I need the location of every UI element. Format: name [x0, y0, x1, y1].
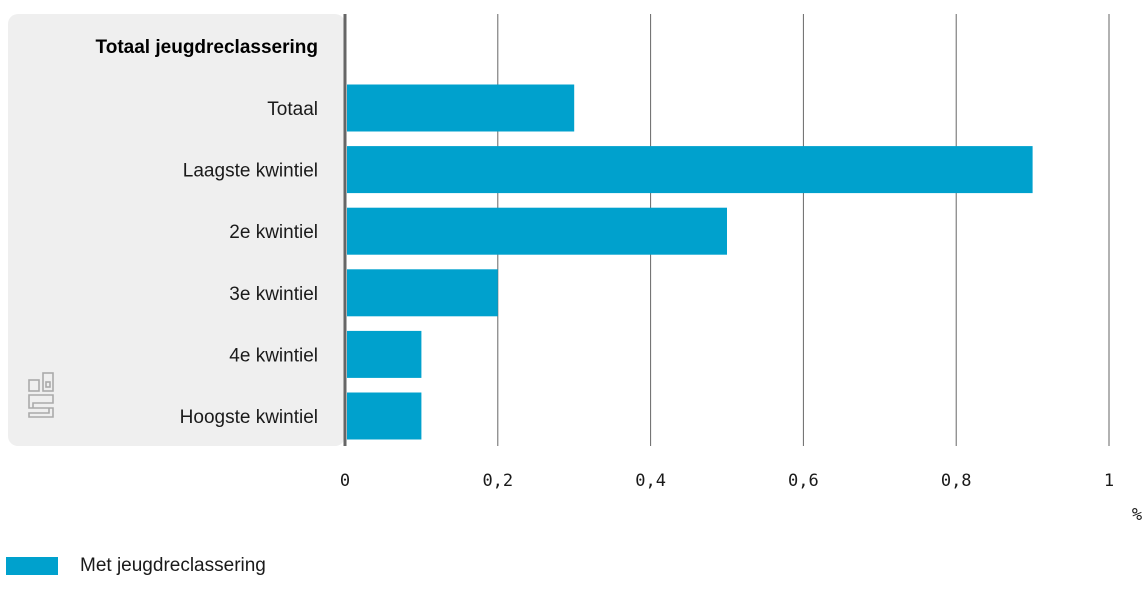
category-label: Hoogste kwintiel [180, 407, 318, 428]
group-header: Totaal jeugdreclassering [96, 37, 318, 58]
x-unit-label: % [1132, 505, 1142, 525]
bar [347, 84, 575, 132]
bar [347, 146, 1033, 194]
bars [347, 84, 1033, 440]
legend-swatch [6, 557, 58, 575]
x-tick-label: 0,2 [482, 471, 513, 491]
bar [347, 330, 422, 378]
category-label: Laagste kwintiel [183, 161, 318, 182]
category-label: 4e kwintiel [229, 345, 318, 366]
x-tick-labels: 0 0,2 0,4 0,6 0,8 1 [340, 471, 1114, 491]
bar-chart: Totaal Laagste kwintiel 2e kwintiel 3e kwin… [8, 14, 1142, 525]
cbs-logo-icon [28, 372, 54, 418]
bar [347, 392, 422, 440]
bar [347, 207, 727, 255]
category-label: Totaal [267, 99, 318, 120]
category-label: 2e kwintiel [229, 222, 318, 243]
x-tick-label: 0,8 [941, 471, 972, 491]
bar [347, 269, 498, 317]
x-tick-label: 0,6 [788, 471, 819, 491]
x-tick-label: 0,4 [635, 471, 666, 491]
label-panel [8, 14, 345, 446]
x-tick-label: 0 [340, 471, 350, 491]
legend: Met jeugdreclassering [6, 555, 266, 577]
legend-label: Met jeugdreclassering [80, 555, 266, 576]
category-label: 3e kwintiel [229, 284, 318, 305]
category-labels: Totaal Laagste kwintiel 2e kwintiel 3e kwin… [180, 99, 318, 428]
x-tick-label: 1 [1104, 471, 1114, 491]
